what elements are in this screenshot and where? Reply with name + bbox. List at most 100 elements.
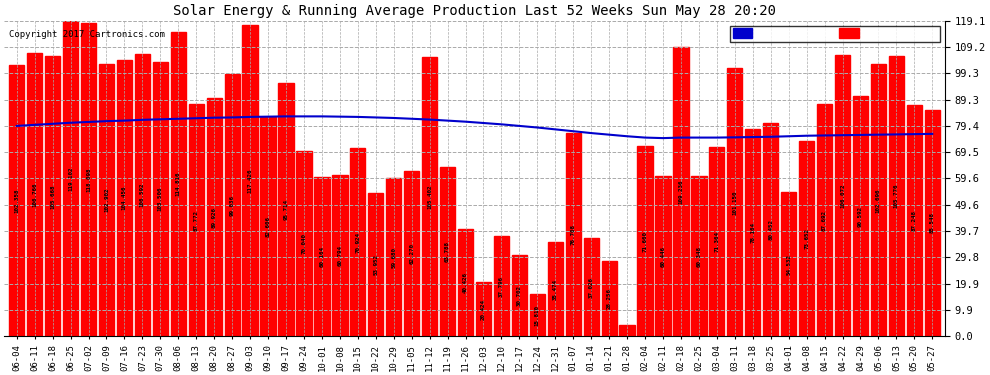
Bar [583, 238, 599, 336]
Bar [709, 147, 725, 336]
Text: 60.164: 60.164 [320, 246, 325, 267]
Bar [530, 294, 544, 336]
Text: 95.714: 95.714 [283, 199, 288, 220]
Bar [225, 74, 240, 336]
Bar [117, 60, 132, 336]
Text: 114.816: 114.816 [176, 172, 181, 196]
Text: 106.592: 106.592 [140, 183, 145, 207]
Text: 85.548: 85.548 [930, 213, 935, 234]
Bar [602, 261, 617, 336]
Bar [494, 236, 509, 336]
Text: 30.702: 30.702 [517, 285, 522, 306]
Bar [314, 177, 330, 336]
Bar [728, 68, 742, 336]
Bar [350, 148, 365, 336]
Bar [296, 151, 312, 336]
Text: 89.926: 89.926 [212, 207, 217, 228]
Text: 53.952: 53.952 [373, 254, 378, 275]
Text: 15.810: 15.810 [535, 305, 540, 326]
Text: 28.256: 28.256 [607, 288, 612, 309]
Bar [135, 54, 150, 336]
Text: 102.696: 102.696 [876, 188, 881, 213]
Text: 70.040: 70.040 [302, 233, 307, 254]
Bar [63, 21, 78, 336]
Bar [278, 83, 294, 336]
Bar [45, 56, 60, 336]
Text: 76.708: 76.708 [571, 224, 576, 245]
Bar [655, 176, 670, 336]
Text: 106.766: 106.766 [33, 183, 38, 207]
Text: 20.424: 20.424 [481, 299, 486, 320]
Bar [152, 62, 168, 336]
Bar [638, 146, 652, 336]
Bar [243, 25, 257, 336]
Bar [170, 32, 186, 336]
Text: 105.668: 105.668 [50, 184, 55, 209]
Text: 104.456: 104.456 [122, 186, 127, 210]
Text: 78.164: 78.164 [750, 222, 755, 243]
Bar [745, 129, 760, 336]
Text: 82.606: 82.606 [265, 216, 270, 237]
Text: 87.692: 87.692 [822, 210, 827, 231]
Text: 87.772: 87.772 [194, 210, 199, 231]
Text: 119.102: 119.102 [68, 166, 73, 191]
Bar [799, 141, 814, 336]
Bar [907, 105, 922, 336]
Text: 109.236: 109.236 [678, 179, 683, 204]
Bar [368, 194, 383, 336]
Bar [440, 167, 455, 336]
Bar [889, 56, 904, 336]
Text: 70.924: 70.924 [355, 232, 360, 253]
Bar [9, 65, 25, 336]
Text: 71.364: 71.364 [715, 231, 720, 252]
Bar [925, 110, 940, 336]
Text: 118.098: 118.098 [86, 168, 91, 192]
Bar [476, 282, 491, 336]
Text: 105.402: 105.402 [427, 184, 432, 209]
Bar [99, 64, 114, 336]
Bar [207, 98, 222, 336]
Text: 87.248: 87.248 [912, 210, 917, 231]
Bar [691, 176, 707, 336]
Text: 60.794: 60.794 [338, 245, 343, 266]
Text: 63.788: 63.788 [446, 241, 450, 262]
Bar [512, 255, 527, 336]
Text: 73.652: 73.652 [804, 228, 809, 249]
Bar [620, 325, 635, 336]
Text: 90.592: 90.592 [858, 206, 863, 227]
Text: 101.150: 101.150 [733, 190, 738, 214]
Text: 54.532: 54.532 [786, 254, 791, 274]
Text: 40.426: 40.426 [463, 272, 468, 293]
Bar [547, 242, 563, 336]
Text: 37.026: 37.026 [589, 277, 594, 298]
Bar [333, 175, 347, 336]
Text: 105.776: 105.776 [894, 184, 899, 209]
Text: 117.426: 117.426 [248, 168, 252, 193]
Bar [817, 104, 833, 336]
Text: 62.270: 62.270 [409, 243, 414, 264]
Title: Solar Energy & Running Average Production Last 52 Weeks Sun May 28 20:20: Solar Energy & Running Average Productio… [173, 4, 776, 18]
Bar [386, 178, 401, 336]
Bar [763, 123, 778, 336]
Bar [422, 57, 438, 336]
Bar [404, 171, 420, 336]
Bar [673, 47, 689, 336]
Text: 60.348: 60.348 [696, 246, 702, 267]
Text: 71.660: 71.660 [643, 231, 647, 252]
Text: Copyright 2017 Cartronics.com: Copyright 2017 Cartronics.com [9, 30, 164, 39]
Bar [260, 117, 275, 336]
Bar [871, 64, 886, 336]
Bar [458, 229, 473, 336]
Text: 35.474: 35.474 [552, 279, 557, 300]
Text: 103.506: 103.506 [157, 187, 162, 211]
Bar [189, 104, 204, 336]
Legend: Average (kWh), Weekly (kWh): Average (kWh), Weekly (kWh) [730, 26, 940, 42]
Bar [81, 23, 96, 336]
Text: 102.358: 102.358 [14, 189, 19, 213]
Text: 99.036: 99.036 [230, 195, 235, 216]
Text: 106.072: 106.072 [841, 183, 845, 208]
Text: 80.452: 80.452 [768, 219, 773, 240]
Bar [27, 53, 43, 336]
Text: 60.446: 60.446 [660, 246, 665, 267]
Text: 102.902: 102.902 [104, 188, 109, 212]
